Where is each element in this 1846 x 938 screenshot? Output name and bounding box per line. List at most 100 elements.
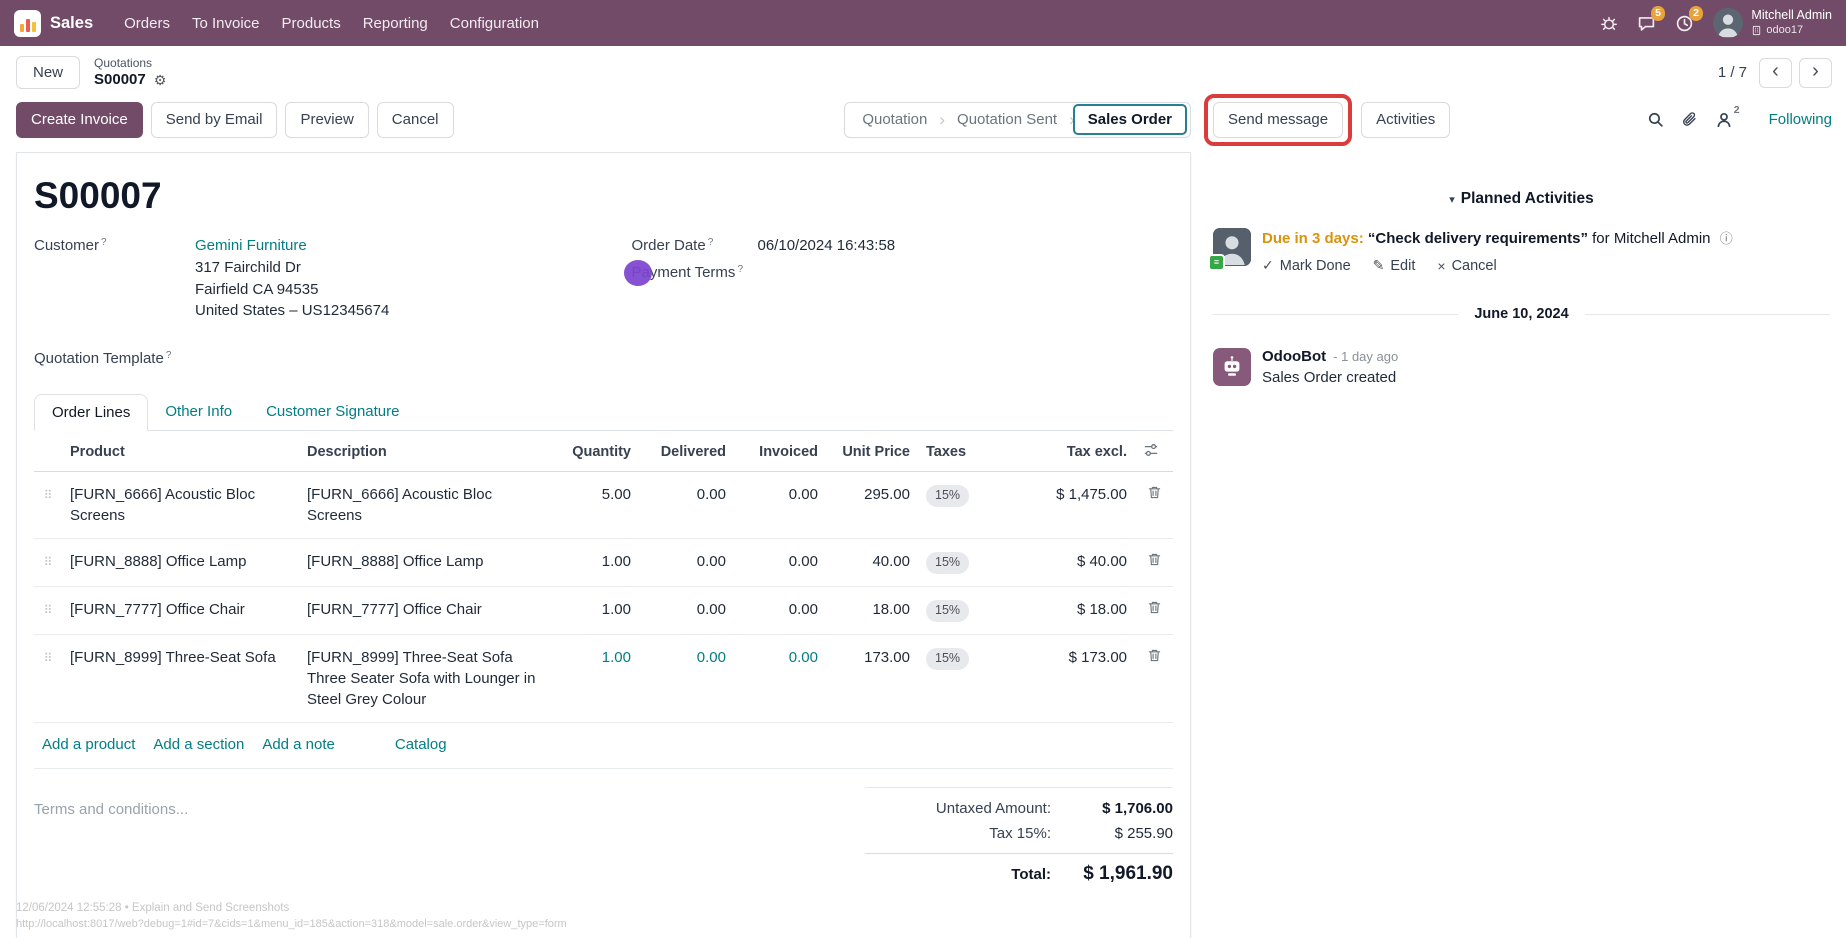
pager-prev-button[interactable]: ‹	[1759, 57, 1792, 88]
tab-other-info[interactable]: Other Info	[165, 403, 233, 420]
menu-configuration[interactable]: Configuration	[449, 14, 539, 32]
pager-next-button[interactable]: ›	[1799, 57, 1832, 88]
status-quotation-sent[interactable]: Quotation Sent	[957, 111, 1058, 129]
cell-taxes[interactable]: 15%	[918, 538, 1013, 587]
cell-delivered[interactable]: 0.00	[639, 634, 734, 723]
drag-handle-icon[interactable]: ⠿	[43, 488, 53, 502]
cell-description[interactable]: [FURN_8999] Three-Seat Sofa Three Seater …	[299, 634, 547, 723]
menu-reporting[interactable]: Reporting	[362, 14, 428, 32]
cell-delivered[interactable]: 0.00	[639, 538, 734, 587]
followers-icon[interactable]: 2	[1715, 104, 1740, 129]
app-name[interactable]: Sales	[50, 13, 94, 32]
activities-icon[interactable]: 2	[1675, 5, 1704, 33]
delete-line-icon[interactable]	[1147, 552, 1162, 567]
cell-invoiced[interactable]: 0.00	[734, 471, 826, 539]
order-date-value[interactable]: 06/10/2024 16:43:58	[757, 236, 896, 254]
tax-badge[interactable]: 15%	[926, 599, 970, 622]
delete-line-icon[interactable]	[1147, 485, 1162, 500]
cell-delivered[interactable]: 0.00	[639, 586, 734, 635]
tab-order-lines[interactable]: Order Lines	[34, 394, 149, 431]
cell-unit-price[interactable]: 295.00	[826, 471, 918, 539]
edit-activity-button[interactable]: ✎ Edit	[1372, 257, 1416, 274]
col-quantity[interactable]: Quantity	[547, 431, 639, 472]
cell-taxes[interactable]: 15%	[918, 634, 1013, 723]
mark-done-button[interactable]: ✓ Mark Done	[1262, 257, 1351, 274]
cell-invoiced[interactable]: 0.00	[734, 634, 826, 723]
planned-activities-header[interactable]: ▾ Planned Activities	[1449, 189, 1594, 207]
message-author[interactable]: OdooBot	[1262, 348, 1327, 366]
cell-taxes[interactable]: 15%	[918, 586, 1013, 635]
breadcrumb-quotations[interactable]: Quotations	[94, 56, 153, 70]
cell-description[interactable]: [FURN_7777] Office Chair	[299, 586, 547, 635]
help-icon[interactable]: ?	[707, 236, 714, 248]
table-row[interactable]: ⠿ [FURN_8888] Office Lamp [FURN_8888] Of…	[34, 538, 1173, 587]
user-menu[interactable]: Mitchell Admin odoo17	[1713, 8, 1832, 38]
sales-app-icon[interactable]	[14, 9, 41, 37]
cell-unit-price[interactable]: 173.00	[826, 634, 918, 723]
cell-product[interactable]: [FURN_8999] Three-Seat Sofa	[62, 634, 299, 723]
col-product[interactable]: Product	[62, 431, 299, 472]
cancel-activity-button[interactable]: × Cancel	[1437, 257, 1497, 274]
cell-description[interactable]: [FURN_8888] Office Lamp	[299, 538, 547, 587]
status-sales-order[interactable]: Sales Order	[1072, 104, 1187, 136]
add-note-link[interactable]: Add a note	[262, 736, 335, 753]
tax-badge[interactable]: 15%	[926, 484, 970, 507]
optional-columns-icon[interactable]	[1143, 442, 1159, 458]
help-icon[interactable]: ?	[101, 236, 107, 248]
delete-line-icon[interactable]	[1147, 648, 1162, 663]
col-invoiced[interactable]: Invoiced	[734, 431, 826, 472]
send-by-email-button[interactable]: Send by Email	[150, 102, 278, 138]
table-row[interactable]: ⠿ [FURN_6666] Acoustic Bloc Screens [FUR…	[34, 471, 1173, 539]
following-button[interactable]: Following	[1768, 111, 1832, 129]
cell-invoiced[interactable]: 0.00	[734, 538, 826, 587]
col-taxes[interactable]: Taxes	[918, 431, 1013, 472]
info-icon[interactable]: ⓘ	[1719, 230, 1733, 246]
delete-line-icon[interactable]	[1147, 600, 1162, 615]
help-icon[interactable]: ?	[165, 350, 172, 361]
col-delivered[interactable]: Delivered	[639, 431, 734, 472]
col-description[interactable]: Description	[299, 431, 547, 472]
tax-badge[interactable]: 15%	[926, 551, 970, 574]
add-product-link[interactable]: Add a product	[42, 736, 136, 753]
cell-quantity[interactable]: 1.00	[547, 586, 639, 635]
cell-quantity[interactable]: 1.00	[547, 634, 639, 723]
cell-unit-price[interactable]: 18.00	[826, 586, 918, 635]
menu-products[interactable]: Products	[281, 14, 341, 32]
cell-product[interactable]: [FURN_8888] Office Lamp	[62, 538, 299, 587]
table-row[interactable]: ⠿ [FURN_8999] Three-Seat Sofa [FURN_8999…	[34, 634, 1173, 723]
cell-description[interactable]: [FURN_6666] Acoustic Bloc Screens	[299, 471, 547, 539]
cancel-button[interactable]: Cancel	[376, 102, 454, 138]
drag-handle-icon[interactable]: ⠿	[43, 555, 53, 569]
catalog-link[interactable]: Catalog	[394, 736, 447, 753]
cell-taxes[interactable]: 15%	[918, 471, 1013, 539]
preview-button[interactable]: Preview	[285, 102, 369, 138]
add-section-link[interactable]: Add a section	[153, 736, 245, 753]
cell-unit-price[interactable]: 40.00	[826, 538, 918, 587]
cell-product[interactable]: [FURN_6666] Acoustic Bloc Screens	[62, 471, 299, 539]
new-button[interactable]: New	[16, 56, 81, 90]
customer-link[interactable]: Gemini Furniture	[195, 236, 307, 254]
activities-button[interactable]: Activities	[1361, 102, 1451, 138]
send-message-button[interactable]: Send message	[1213, 102, 1344, 138]
gear-icon[interactable]: ⚙	[153, 71, 167, 88]
help-icon[interactable]: ?	[737, 263, 743, 275]
search-icon[interactable]	[1647, 111, 1664, 128]
cell-quantity[interactable]: 5.00	[547, 471, 639, 539]
col-unit-price[interactable]: Unit Price	[826, 431, 918, 472]
tab-customer-signature[interactable]: Customer Signature	[266, 403, 400, 420]
menu-orders[interactable]: Orders	[124, 14, 170, 32]
status-quotation[interactable]: Quotation	[862, 111, 928, 129]
tax-badge[interactable]: 15%	[926, 647, 970, 670]
table-row[interactable]: ⠿ [FURN_7777] Office Chair [FURN_7777] O…	[34, 586, 1173, 635]
col-tax-excl[interactable]: Tax excl.	[1013, 431, 1135, 472]
attachment-icon[interactable]	[1681, 111, 1698, 128]
terms-input[interactable]: Terms and conditions...	[34, 801, 189, 818]
drag-handle-icon[interactable]: ⠿	[43, 603, 53, 617]
drag-handle-icon[interactable]: ⠿	[43, 651, 53, 665]
messages-icon[interactable]: 5	[1637, 5, 1666, 33]
cell-product[interactable]: [FURN_7777] Office Chair	[62, 586, 299, 635]
debug-icon[interactable]	[1600, 14, 1618, 32]
cell-quantity[interactable]: 1.00	[547, 538, 639, 587]
menu-to-invoice[interactable]: To Invoice	[191, 14, 260, 32]
cell-invoiced[interactable]: 0.00	[734, 586, 826, 635]
